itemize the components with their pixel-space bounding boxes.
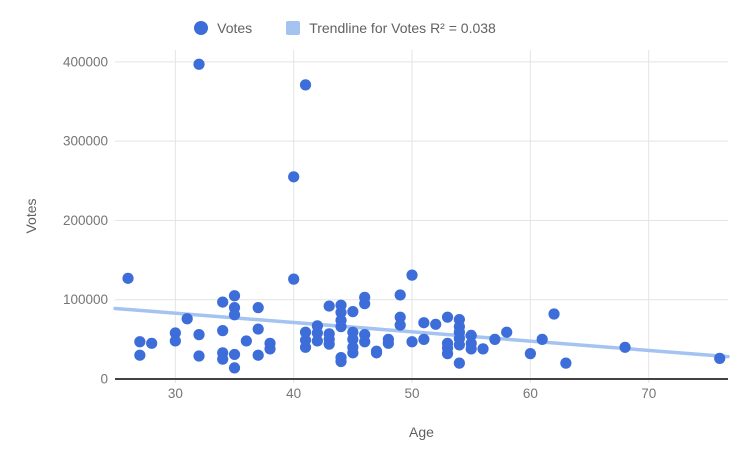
data-point: [465, 329, 477, 341]
y-axis-title: Votes: [23, 198, 39, 234]
data-point: [323, 338, 335, 350]
data-point: [382, 337, 394, 349]
data-point: [359, 298, 371, 310]
data-point: [252, 323, 264, 335]
data-point: [193, 329, 205, 341]
data-point: [228, 290, 241, 302]
data-point: [335, 306, 347, 319]
data-point: [489, 333, 501, 345]
data-point: [228, 309, 241, 321]
data-point: [169, 335, 181, 347]
y-tick-label: 0: [100, 372, 108, 387]
data-point: [240, 335, 252, 347]
data-point: [359, 336, 371, 348]
data-point: [418, 317, 430, 329]
data-point: [418, 333, 430, 345]
x-tick-label: 30: [168, 386, 183, 401]
data-point: [465, 343, 477, 355]
data-point: [453, 339, 465, 351]
series-dot-icon: [194, 21, 209, 35]
data-point: [347, 333, 359, 345]
data-point: [524, 348, 536, 360]
legend-series-label: Votes: [217, 20, 253, 36]
data-point: [335, 321, 347, 333]
data-point: [311, 327, 323, 339]
data-point: [406, 336, 418, 348]
data-point: [134, 349, 146, 361]
data-point: [217, 296, 229, 308]
data-point: [288, 171, 300, 183]
data-point: [714, 352, 726, 364]
trendline-swatch-icon: [286, 21, 301, 35]
trendline: [113, 306, 730, 359]
x-tick-label: 70: [641, 386, 656, 401]
data-point: [406, 269, 418, 281]
data-point: [252, 349, 264, 361]
data-point: [169, 327, 181, 339]
data-point: [311, 335, 323, 347]
x-tick-label: 40: [286, 386, 301, 401]
data-point: [394, 319, 406, 331]
data-point: [299, 79, 312, 91]
data-point: [501, 326, 513, 338]
data-point: [288, 273, 300, 285]
x-axis-title: Age: [409, 424, 434, 440]
data-point: [441, 311, 454, 323]
data-point: [228, 362, 241, 374]
data-point: [228, 348, 241, 361]
data-point: [560, 357, 572, 369]
data-point: [181, 313, 193, 325]
data-point: [441, 348, 454, 360]
x-tick-label: 60: [523, 386, 538, 401]
y-tick-label: 100000: [63, 292, 108, 307]
data-point: [299, 326, 312, 338]
data-point: [394, 289, 406, 301]
data-point: [536, 333, 548, 345]
data-point: [347, 306, 359, 318]
data-point: [122, 272, 134, 284]
data-point: [323, 300, 335, 312]
y-tick-label: 200000: [63, 213, 108, 228]
data-point: [453, 357, 465, 369]
legend-item-trendline[interactable]: Trendline for Votes R² = 0.038: [286, 20, 496, 36]
data-point: [193, 350, 205, 362]
data-point: [217, 353, 229, 365]
data-point: [335, 355, 347, 368]
data-point: [217, 325, 229, 337]
data-point: [430, 318, 442, 330]
data-point: [347, 347, 359, 359]
data-point: [477, 343, 489, 355]
legend-trendline-label: Trendline for Votes R² = 0.038: [309, 20, 496, 36]
chart-legend: Votes Trendline for Votes R² = 0.038: [0, 18, 690, 38]
data-point: [252, 302, 264, 314]
y-tick-label: 400000: [63, 54, 108, 69]
data-point: [394, 311, 406, 323]
x-tick-label: 50: [405, 386, 420, 401]
data-point: [146, 337, 158, 349]
data-point: [299, 341, 312, 353]
data-point: [193, 58, 205, 70]
data-point: [264, 343, 276, 355]
data-point: [619, 341, 631, 353]
y-tick-label: 300000: [63, 134, 108, 149]
data-point: [134, 336, 146, 348]
legend-item-votes[interactable]: Votes: [194, 20, 252, 36]
data-point: [548, 308, 560, 320]
data-point: [370, 347, 383, 359]
